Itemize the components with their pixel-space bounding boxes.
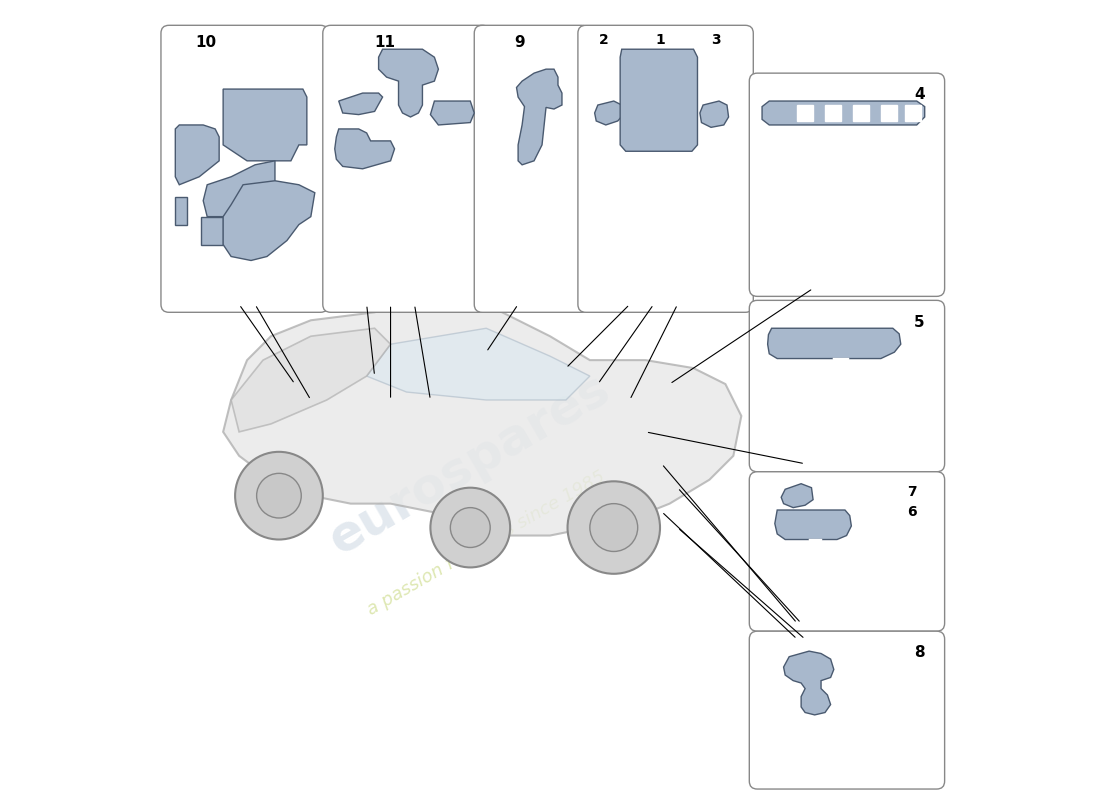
Polygon shape	[781, 484, 813, 508]
Text: 10: 10	[195, 35, 217, 50]
Polygon shape	[833, 358, 849, 368]
Polygon shape	[231, 328, 390, 432]
Bar	[852, 105, 869, 121]
Text: 2: 2	[600, 34, 609, 47]
Circle shape	[256, 474, 301, 518]
Text: 11: 11	[375, 35, 396, 50]
Text: 3: 3	[711, 34, 720, 47]
FancyBboxPatch shape	[749, 300, 945, 472]
Text: 8: 8	[914, 645, 925, 660]
Polygon shape	[201, 217, 223, 245]
Polygon shape	[175, 197, 187, 225]
Bar	[825, 105, 842, 121]
FancyBboxPatch shape	[161, 26, 329, 312]
Text: 1: 1	[656, 34, 664, 47]
Polygon shape	[334, 129, 395, 169]
Polygon shape	[595, 101, 624, 125]
FancyBboxPatch shape	[474, 26, 590, 312]
FancyBboxPatch shape	[749, 73, 945, 296]
Polygon shape	[366, 328, 590, 400]
Text: a passion for parts since 1985: a passion for parts since 1985	[364, 468, 608, 619]
Polygon shape	[700, 101, 728, 127]
FancyBboxPatch shape	[578, 26, 754, 312]
Bar	[798, 105, 813, 121]
Polygon shape	[810, 539, 822, 550]
Polygon shape	[783, 651, 834, 715]
Polygon shape	[204, 161, 275, 217]
Text: 7: 7	[908, 486, 916, 499]
Polygon shape	[620, 50, 697, 151]
Circle shape	[590, 504, 638, 551]
Polygon shape	[430, 101, 474, 125]
Bar	[905, 105, 921, 121]
Polygon shape	[223, 296, 741, 535]
Circle shape	[430, 488, 510, 567]
Text: eurospares: eurospares	[321, 364, 619, 564]
Bar	[881, 105, 896, 121]
Text: 9: 9	[514, 35, 525, 50]
Polygon shape	[774, 510, 851, 539]
Polygon shape	[175, 125, 219, 185]
Circle shape	[450, 508, 491, 547]
Polygon shape	[378, 50, 439, 117]
Text: 4: 4	[914, 86, 925, 102]
FancyBboxPatch shape	[322, 26, 491, 312]
Text: 5: 5	[914, 314, 925, 330]
FancyBboxPatch shape	[749, 631, 945, 789]
Polygon shape	[768, 328, 901, 358]
Polygon shape	[762, 101, 925, 125]
Circle shape	[235, 452, 322, 539]
Polygon shape	[517, 69, 562, 165]
Polygon shape	[339, 93, 383, 114]
Circle shape	[568, 482, 660, 574]
FancyBboxPatch shape	[749, 472, 945, 631]
Polygon shape	[223, 181, 315, 261]
Text: 6: 6	[908, 506, 916, 519]
Polygon shape	[223, 89, 307, 161]
